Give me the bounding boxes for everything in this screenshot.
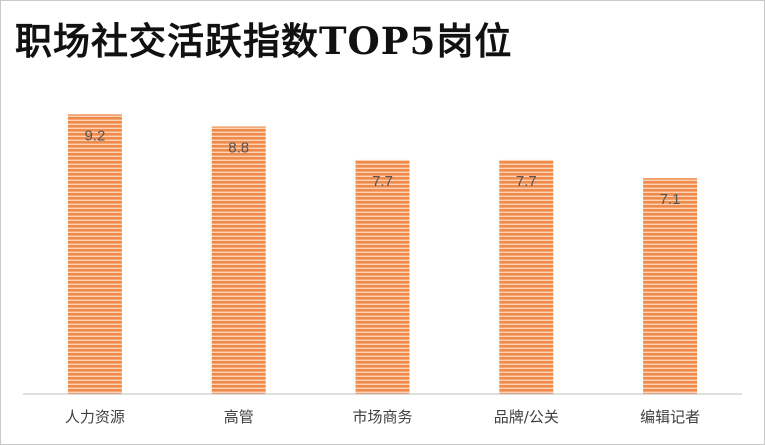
category-label-3: 市场商务 [352,408,412,426]
bar-1 [67,114,122,394]
value-label-3: 7.7 [372,173,393,190]
category-label-2: 高管 [224,408,254,426]
category-label-5: 编辑记者 [640,408,700,426]
bar-4 [499,159,554,394]
bar-3 [355,159,410,394]
bar-2 [211,126,266,394]
value-label-5: 7.1 [660,191,681,208]
category-label-4: 品牌/公关 [494,408,559,426]
value-label-1: 9.2 [84,127,105,144]
category-label-1: 人力资源 [65,408,125,426]
value-label-2: 8.8 [228,139,249,156]
value-label-4: 7.7 [516,173,537,190]
chart-title: 职场社交活跃指数TOP5岗位 [15,19,513,63]
category-label-group: 人力资源 高管 市场商务 品牌/公关 编辑记者 [65,408,700,426]
bar-5 [643,178,698,394]
bar-group [67,114,698,394]
value-label-group: 9.2 8.8 7.7 7.7 7.1 [84,127,680,208]
